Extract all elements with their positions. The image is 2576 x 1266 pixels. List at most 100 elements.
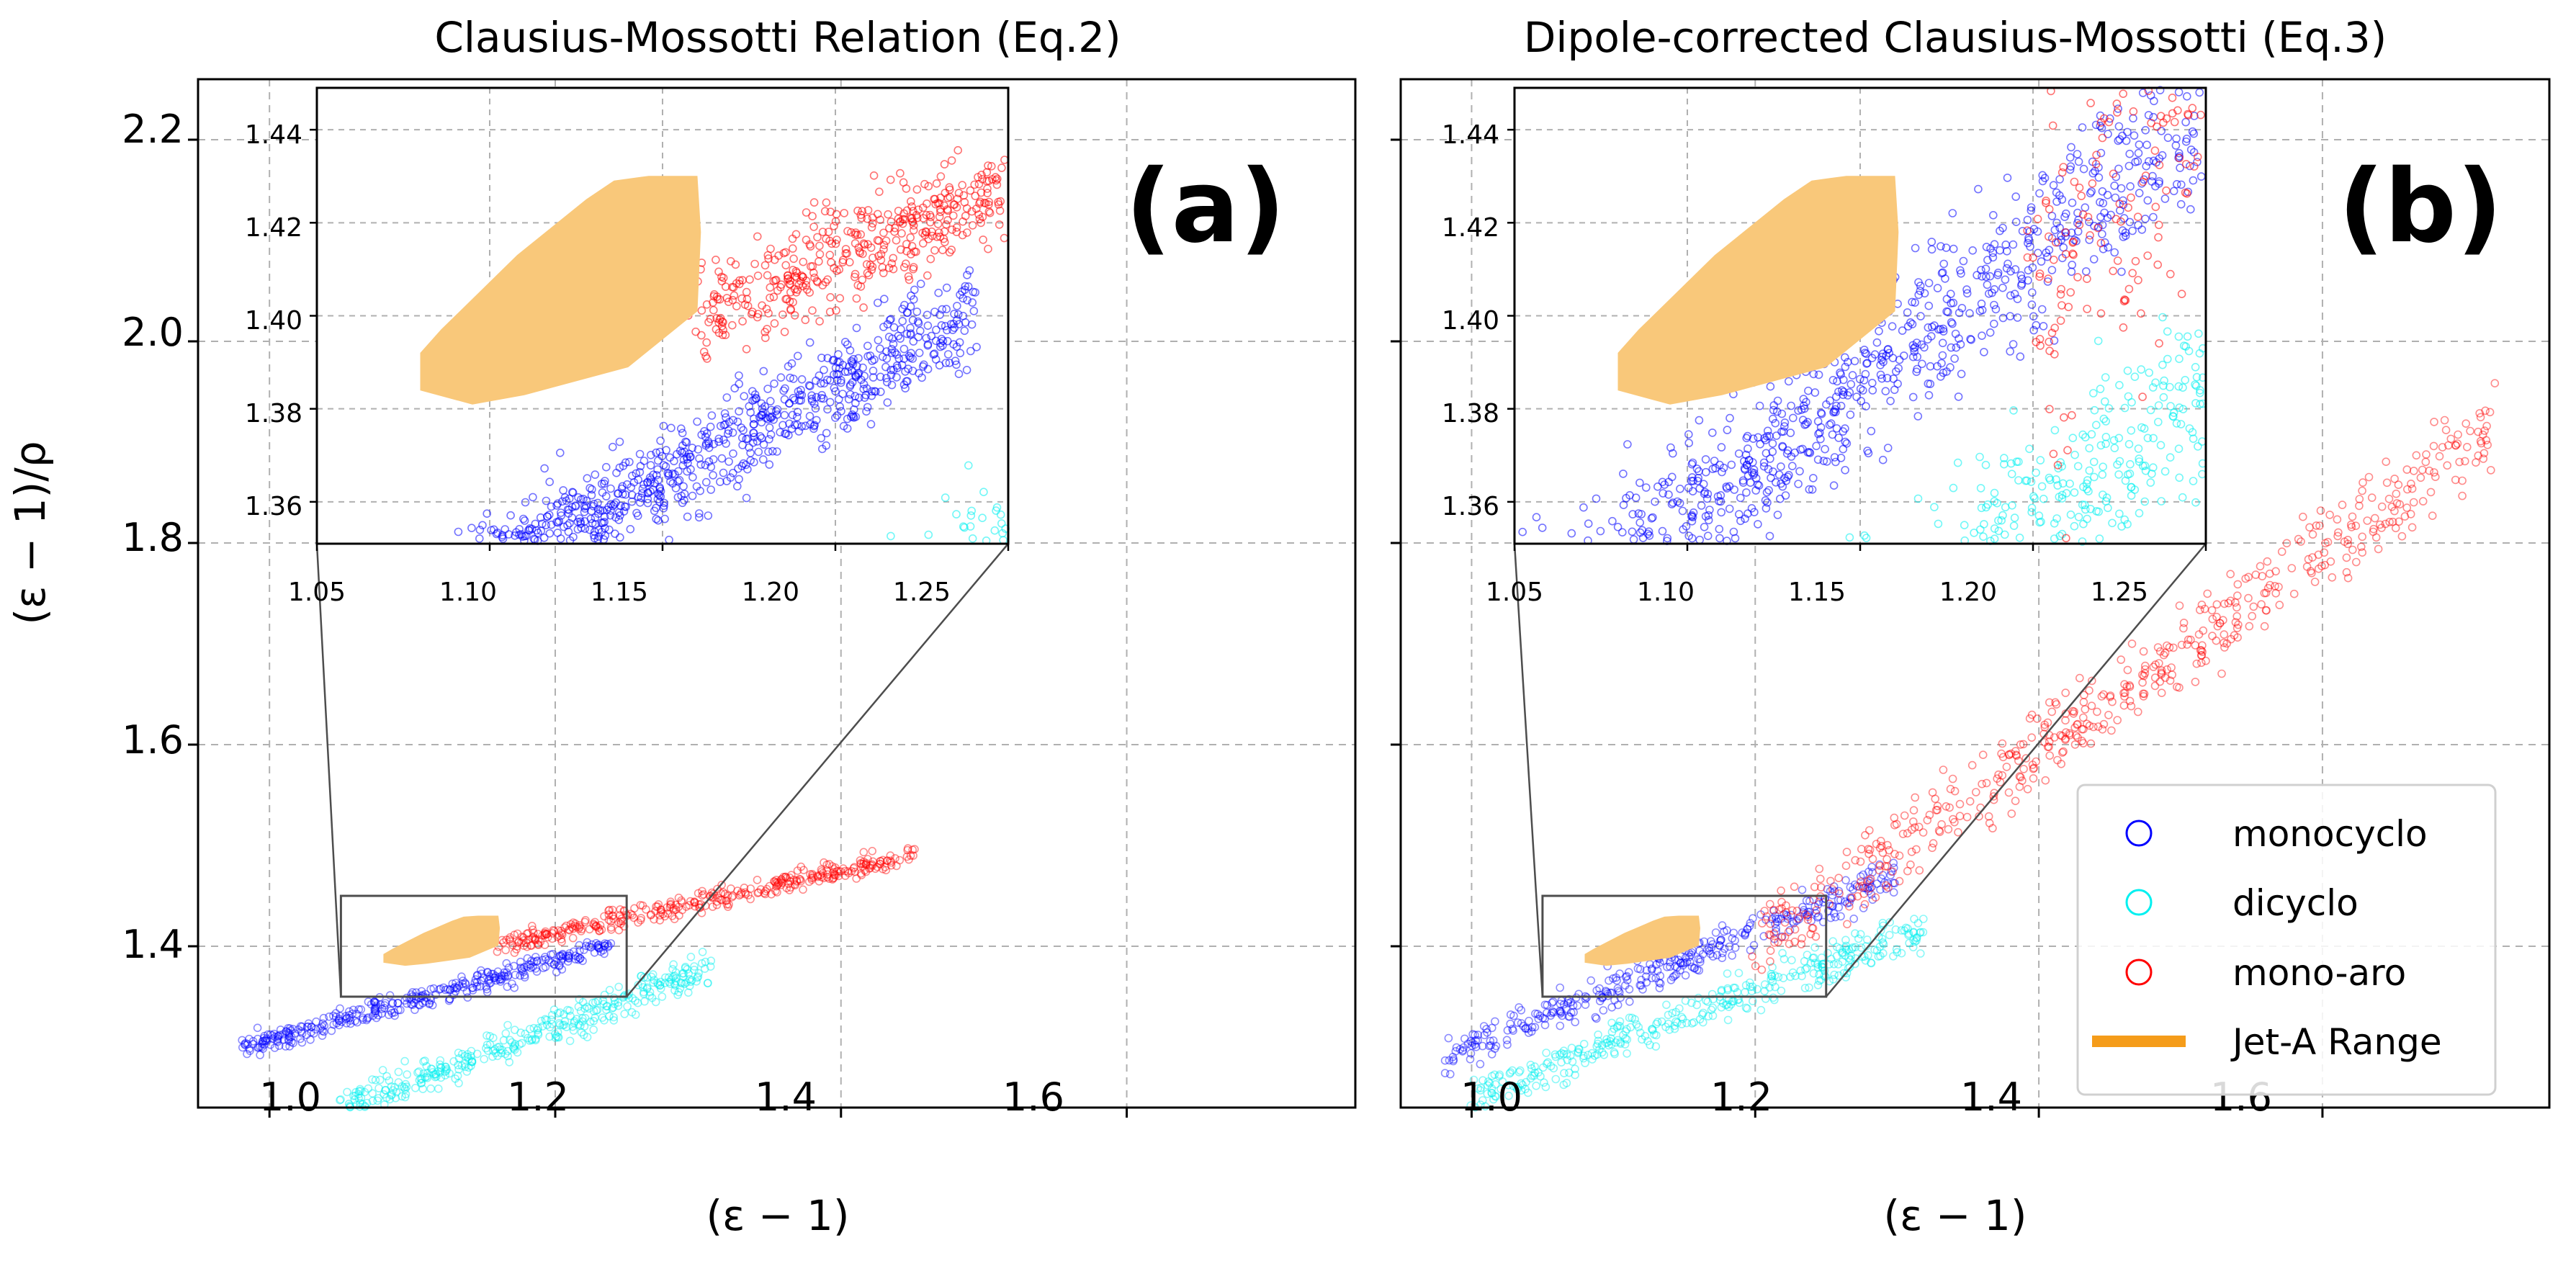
point-dicyclo: [682, 978, 691, 987]
point-monocyclo: [369, 1011, 377, 1020]
point-mono-aro: [808, 871, 817, 880]
point-monocyclo: [548, 950, 557, 959]
point-dicyclo: [426, 1084, 436, 1093]
point-monocyclo: [318, 1022, 327, 1031]
point-monocyclo: [468, 986, 477, 995]
point-dicyclo: [410, 1084, 420, 1092]
point-mono-aro: [521, 938, 531, 947]
point-mono-aro: [653, 902, 662, 911]
point-dicyclo: [436, 1064, 446, 1072]
point-monocyclo: [261, 1036, 270, 1045]
point-dicyclo: [527, 1036, 537, 1045]
point-mono-aro: [674, 893, 683, 902]
point-dicyclo: [665, 979, 675, 988]
point-mono-aro: [514, 937, 524, 946]
point-monocyclo: [386, 1006, 395, 1015]
inset-point-monocyclo: [601, 462, 611, 472]
point-dicyclo: [394, 1078, 403, 1087]
point-dicyclo: [418, 1074, 426, 1084]
point-monocyclo: [243, 1040, 252, 1049]
point-mono-aro: [843, 867, 852, 876]
point-mono-aro: [753, 889, 762, 897]
point-dicyclo: [503, 1051, 512, 1061]
point-mono-aro: [557, 930, 567, 939]
point-dicyclo: [375, 1075, 385, 1085]
inset-point-monocyclo: [866, 420, 876, 428]
point-dicyclo: [422, 1061, 431, 1071]
point-monocyclo: [497, 971, 506, 980]
point-mono-aro: [866, 861, 875, 870]
point-dicyclo: [382, 1072, 391, 1081]
point-monocyclo: [356, 1005, 366, 1014]
point-mono-aro: [771, 877, 779, 886]
point-monocyclo: [370, 1007, 380, 1015]
point-mono-aro: [519, 941, 529, 950]
inset-point-monocyclo: [849, 354, 858, 364]
point-monocyclo: [574, 955, 583, 964]
point-monocyclo: [370, 1005, 380, 1014]
inset-point-monocyclo: [943, 350, 953, 359]
point-dicyclo: [467, 1051, 475, 1061]
inset-point-monocyclo: [843, 367, 853, 376]
point-mono-aro: [677, 896, 686, 905]
point-dicyclo: [345, 1101, 354, 1110]
point-mono-aro: [777, 875, 786, 884]
point-dicyclo: [381, 1086, 390, 1095]
inset-point-monocyclo: [768, 446, 777, 456]
point-mono-aro: [823, 870, 832, 879]
point-mono-aro: [883, 856, 892, 865]
point-dicyclo: [524, 1033, 532, 1043]
point-monocyclo: [477, 969, 486, 978]
point-dicyclo: [655, 981, 665, 989]
point-monocyclo: [346, 1016, 355, 1025]
point-dicyclo: [668, 965, 677, 974]
point-monocyclo: [489, 974, 498, 982]
point-mono-aro: [530, 934, 539, 943]
inset-point-monocyclo: [467, 524, 476, 533]
point-mono-aro: [721, 896, 730, 905]
panel-b-inset: 1.05 1.10 1.15 1.20 1.25 1.36 1.38 1.40 …: [1442, 86, 2207, 607]
point-mono-aro: [590, 920, 598, 930]
panel-a-zoom-connectors: [315, 543, 1009, 997]
point-monocyclo: [358, 1013, 367, 1023]
point-dicyclo: [483, 1041, 492, 1049]
point-monocyclo: [500, 968, 509, 977]
inset-point-monocyclo: [953, 310, 963, 319]
inset-point-monocyclo: [932, 326, 941, 334]
point-dicyclo: [545, 1023, 555, 1032]
point-monocyclo: [318, 1026, 327, 1036]
point-monocyclo: [593, 942, 602, 951]
point-monocyclo: [532, 957, 542, 966]
point-dicyclo: [510, 1041, 519, 1051]
inset-point-monocyclo: [863, 341, 872, 351]
point-monocyclo: [448, 979, 457, 988]
point-dicyclo: [588, 998, 598, 1007]
point-monocyclo: [526, 961, 535, 969]
point-dicyclo: [671, 977, 681, 986]
point-mono-aro: [565, 925, 573, 934]
point-monocyclo: [587, 940, 596, 949]
point-dicyclo: [464, 1063, 473, 1072]
inset-point-monocyclo: [683, 512, 692, 521]
point-monocyclo: [580, 946, 588, 954]
point-dicyclo: [683, 988, 693, 997]
point-dicyclo: [598, 1013, 607, 1022]
point-monocyclo: [390, 1008, 399, 1017]
point-mono-aro: [657, 905, 666, 915]
point-dicyclo: [462, 1067, 472, 1076]
point-mono-aro: [881, 866, 891, 875]
point-dicyclo: [566, 1011, 575, 1020]
point-dicyclo: [690, 962, 699, 971]
inset-point-monocyclo: [625, 457, 634, 467]
panel-a-title: Clausius-Mossotti Relation (Eq.2): [434, 13, 1121, 62]
point-dicyclo: [400, 1056, 409, 1066]
point-mono-aro: [817, 867, 826, 876]
point-dicyclo: [614, 1001, 623, 1010]
point-monocyclo: [296, 1034, 305, 1043]
inset-point-monocyclo: [598, 518, 608, 528]
point-monocyclo: [451, 987, 460, 996]
point-dicyclo: [693, 973, 702, 982]
point-monocyclo: [524, 960, 534, 969]
point-mono-aro: [513, 929, 522, 938]
